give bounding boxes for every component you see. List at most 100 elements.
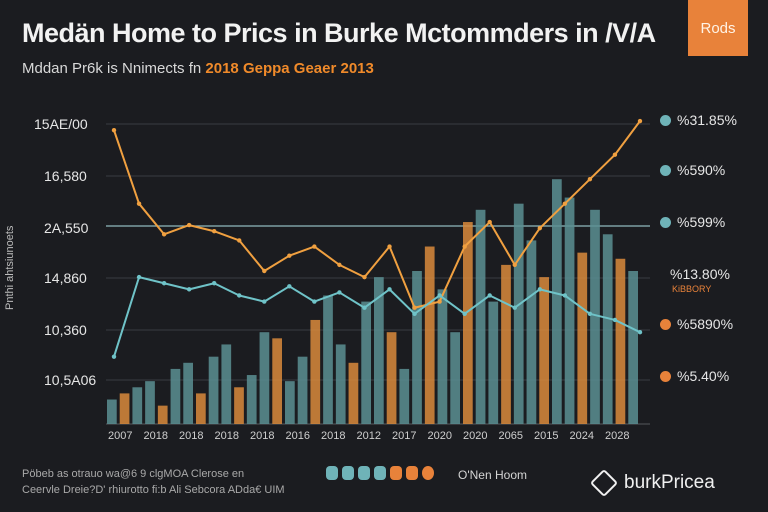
line-point bbox=[512, 262, 517, 268]
footnote: Pöbeb as otrauo wa@6 9 clgMOA Clerose en… bbox=[22, 466, 285, 498]
line-point bbox=[211, 229, 217, 234]
x-tick: 2065 bbox=[498, 430, 523, 442]
right-dot-icon bbox=[660, 318, 671, 330]
right-label: %590% bbox=[660, 162, 725, 178]
line-point bbox=[186, 222, 192, 228]
line-point bbox=[462, 244, 467, 249]
right-dot-icon bbox=[660, 216, 671, 228]
bar bbox=[119, 393, 130, 424]
bar bbox=[374, 277, 384, 424]
x-tick: 2012 bbox=[356, 430, 381, 442]
line-point bbox=[161, 232, 167, 237]
chart-subtitle: Mddan Pr6k is Nnimects fn 2018 Geppa Gea… bbox=[22, 60, 374, 77]
bar bbox=[628, 271, 638, 424]
right-label: %5.40% bbox=[660, 368, 729, 384]
bar bbox=[132, 387, 143, 424]
x-tick: 2017 bbox=[392, 430, 417, 442]
brand-name: burkPricea bbox=[624, 472, 715, 493]
price-line-orange bbox=[113, 120, 641, 309]
line-point bbox=[537, 225, 543, 231]
bar bbox=[552, 179, 562, 424]
bar bbox=[145, 381, 155, 424]
x-tick: 2018 bbox=[250, 430, 275, 442]
bar bbox=[221, 344, 232, 424]
bar bbox=[412, 271, 422, 424]
line-point bbox=[312, 299, 317, 304]
line-point bbox=[337, 290, 342, 295]
right-dot-icon bbox=[660, 370, 671, 382]
bar bbox=[463, 222, 473, 424]
x-tick: 2024 bbox=[569, 430, 594, 442]
bar bbox=[488, 301, 499, 424]
legend-swatch bbox=[374, 466, 386, 480]
bar bbox=[107, 399, 117, 424]
right-label: %31.85% bbox=[660, 112, 737, 128]
line-point bbox=[337, 262, 342, 268]
legend-swatches bbox=[326, 466, 434, 480]
line-point bbox=[562, 201, 568, 206]
bar bbox=[272, 338, 282, 424]
bar bbox=[183, 362, 193, 424]
line-point bbox=[437, 293, 442, 298]
y-tick: 2A,550 bbox=[44, 220, 89, 236]
right-dot-icon bbox=[660, 164, 671, 176]
bar bbox=[615, 258, 626, 424]
bar bbox=[157, 405, 168, 424]
line-point bbox=[637, 118, 643, 124]
line-point bbox=[562, 293, 568, 298]
line-point bbox=[312, 244, 317, 249]
y-tick: 10,360 bbox=[44, 322, 87, 338]
line-point bbox=[387, 287, 392, 292]
line-point bbox=[437, 299, 442, 304]
line-point bbox=[287, 284, 292, 289]
bar bbox=[335, 344, 346, 424]
line-point bbox=[111, 354, 117, 359]
subtitle-highlight: 2018 Geppa Geaer 2013 bbox=[205, 60, 374, 77]
chart-title: Medän Home to Prics in Burke Mctommders … bbox=[22, 18, 656, 48]
line-point bbox=[136, 201, 142, 206]
line-point bbox=[512, 305, 517, 310]
y-tick: 10,5A06 bbox=[44, 372, 97, 388]
bar bbox=[170, 368, 181, 424]
line-point bbox=[262, 268, 267, 274]
legend-swatch bbox=[342, 466, 354, 480]
line-point bbox=[412, 305, 417, 310]
bar bbox=[399, 368, 410, 424]
bar bbox=[602, 234, 613, 424]
subtitle-prefix: Mddan Pr6k is Nnimects fn bbox=[22, 60, 206, 77]
line-point bbox=[612, 152, 618, 157]
line-point bbox=[487, 293, 492, 298]
x-tick: 2018 bbox=[179, 430, 204, 442]
y-tick: 16,580 bbox=[44, 168, 87, 184]
line-point bbox=[537, 287, 543, 292]
bar bbox=[539, 277, 549, 424]
x-tick: 2018 bbox=[143, 430, 168, 442]
line-point bbox=[262, 299, 267, 304]
bar bbox=[259, 332, 270, 424]
x-tick: 2020 bbox=[427, 430, 452, 442]
bar bbox=[246, 375, 257, 424]
bar bbox=[285, 381, 295, 424]
line-point bbox=[387, 244, 392, 249]
line-point bbox=[587, 177, 593, 182]
bar bbox=[564, 197, 575, 424]
bar bbox=[590, 209, 600, 424]
corner-badge: Rods bbox=[688, 0, 748, 56]
right-label: %5890% bbox=[660, 316, 733, 332]
line-point bbox=[211, 281, 217, 286]
bar bbox=[526, 240, 537, 424]
line-point bbox=[161, 281, 167, 286]
legend-swatch bbox=[406, 466, 418, 480]
footnote-line-2: Ceervle Dreie?D' rhiurotto fi:b Ali Sebc… bbox=[22, 484, 285, 496]
bar bbox=[475, 209, 486, 424]
bar bbox=[450, 332, 460, 424]
bar bbox=[208, 356, 219, 424]
line-point bbox=[612, 317, 618, 323]
line-point bbox=[587, 311, 593, 317]
right-label: %599% bbox=[660, 214, 725, 230]
bar bbox=[424, 246, 435, 424]
legend-swatch bbox=[358, 466, 370, 480]
right-label: %13.80% bbox=[670, 266, 730, 282]
line-point bbox=[637, 330, 643, 335]
